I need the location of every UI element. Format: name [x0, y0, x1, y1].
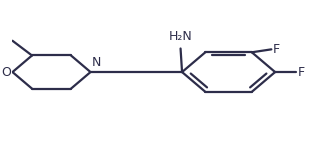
- Text: O: O: [1, 66, 11, 79]
- Text: F: F: [273, 43, 280, 56]
- Text: F: F: [298, 66, 305, 79]
- Text: H₂N: H₂N: [169, 30, 192, 43]
- Text: N: N: [92, 56, 101, 69]
